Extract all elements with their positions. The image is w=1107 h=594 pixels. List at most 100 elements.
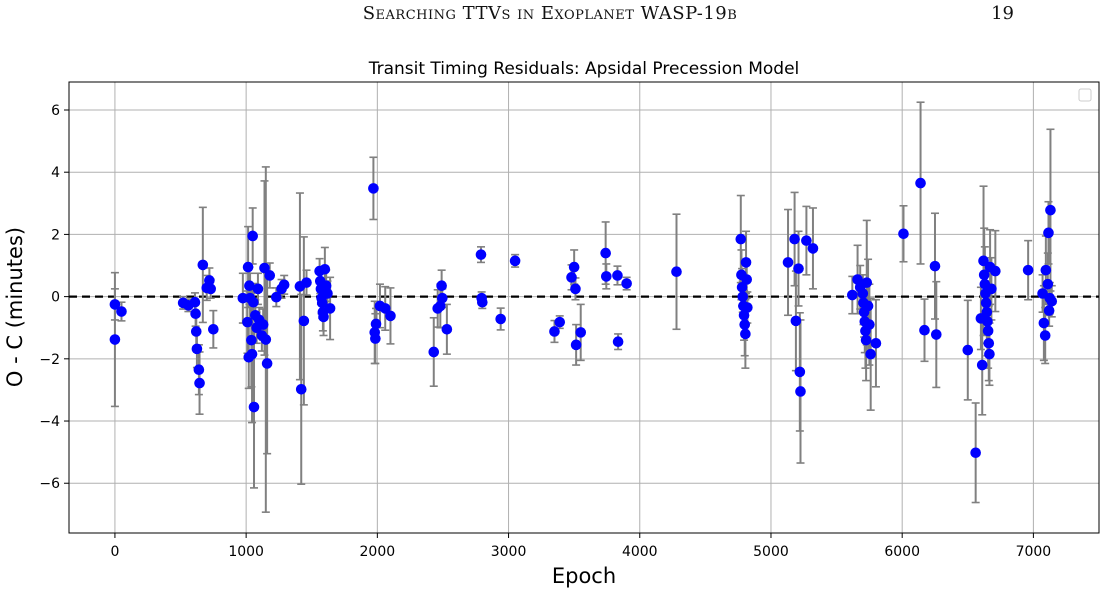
data-point: [208, 323, 219, 335]
y-tick-label: 6: [51, 103, 60, 119]
x-axis-ticks: 0 1000 2000 3000 4000 5000 6000 7000: [110, 533, 1051, 560]
data-point: [109, 299, 121, 310]
data-point: [790, 315, 802, 327]
data-point: [793, 263, 804, 274]
data-point: [621, 278, 632, 289]
data-point: [986, 283, 997, 295]
y-tick-label: −2: [39, 352, 60, 368]
x-tick-label: 7000: [1016, 544, 1052, 560]
data-point: [1039, 330, 1051, 341]
data-point: [436, 280, 447, 292]
data-point: [301, 277, 312, 288]
data-point: [1046, 295, 1058, 307]
data-point: [1040, 264, 1052, 276]
x-axis-title: Epoch: [552, 564, 616, 588]
data-point: [190, 308, 201, 320]
data-point: [428, 346, 440, 358]
data-point: [194, 377, 205, 389]
y-tick-label: −4: [39, 414, 60, 430]
data-points: [109, 177, 1058, 459]
data-point: [612, 270, 623, 281]
data-point: [549, 326, 560, 337]
data-point: [379, 303, 391, 314]
data-point: [857, 288, 869, 299]
plot-frame: [68, 81, 1100, 534]
data-point: [248, 401, 260, 413]
data-point: [864, 319, 875, 330]
data-point: [436, 292, 448, 304]
data-point: [982, 316, 993, 327]
data-point: [205, 283, 217, 295]
data-point: [260, 334, 272, 345]
data-point: [740, 257, 752, 268]
data-point: [191, 343, 203, 355]
data-point: [862, 300, 874, 312]
data-point: [257, 319, 269, 330]
data-point: [739, 319, 751, 330]
running-title: Searching TTVs in Exoplanet WASP-19b: [362, 3, 738, 24]
data-point: [568, 261, 580, 273]
data-point: [441, 323, 453, 335]
data-point: [981, 306, 993, 318]
data-point: [271, 291, 282, 303]
data-point: [737, 291, 749, 302]
data-point: [370, 333, 381, 344]
data-point: [612, 336, 624, 348]
data-point: [554, 316, 566, 328]
data-point: [970, 447, 981, 459]
data-point: [1022, 264, 1034, 276]
data-point: [860, 334, 872, 346]
data-point: [298, 315, 310, 327]
data-point: [795, 386, 806, 397]
y-axis-title: O - C (minutes): [3, 227, 27, 387]
data-point: [247, 230, 258, 242]
y-tick-label: 2: [51, 227, 60, 243]
data-point: [1038, 317, 1050, 329]
x-tick-label: 5000: [753, 544, 789, 560]
data-point: [190, 326, 202, 337]
grid-lines: [69, 82, 1099, 533]
x-tick-label: 3000: [491, 544, 527, 560]
data-point: [741, 274, 753, 285]
data-point: [109, 334, 121, 345]
data-point: [601, 271, 612, 282]
data-point: [794, 366, 806, 378]
data-point: [870, 337, 882, 349]
data-point: [1045, 204, 1056, 216]
data-point: [248, 296, 259, 308]
data-point: [978, 269, 990, 281]
x-tick-label: 4000: [622, 544, 658, 560]
y-axis-ticks: −6 −4 −2 0 2 4 6: [39, 103, 69, 492]
x-tick-label: 2000: [360, 544, 396, 560]
data-point: [475, 249, 487, 260]
data-point: [319, 263, 331, 275]
data-point: [264, 270, 276, 281]
data-point: [242, 261, 254, 273]
data-point: [116, 306, 127, 317]
data-point: [865, 348, 876, 360]
data-point: [570, 283, 581, 295]
data-point: [990, 265, 1001, 277]
data-point: [929, 260, 941, 272]
data-point: [197, 259, 209, 271]
data-point: [1042, 278, 1054, 290]
data-point: [570, 339, 582, 351]
data-point: [244, 280, 255, 292]
data-point: [204, 275, 215, 286]
data-point: [566, 272, 577, 283]
y-tick-label: 4: [51, 165, 60, 181]
data-point: [847, 289, 858, 301]
data-point: [259, 262, 270, 274]
data-point: [861, 277, 873, 288]
data-point: [261, 358, 273, 369]
data-point: [919, 324, 930, 336]
page-number: 19: [991, 3, 1014, 24]
data-point: [915, 177, 926, 189]
y-tick-label: −6: [39, 476, 60, 492]
data-point: [477, 296, 488, 308]
x-tick-label: 0: [110, 544, 119, 560]
data-point: [736, 281, 748, 293]
data-point: [742, 302, 753, 313]
data-point: [278, 279, 290, 291]
